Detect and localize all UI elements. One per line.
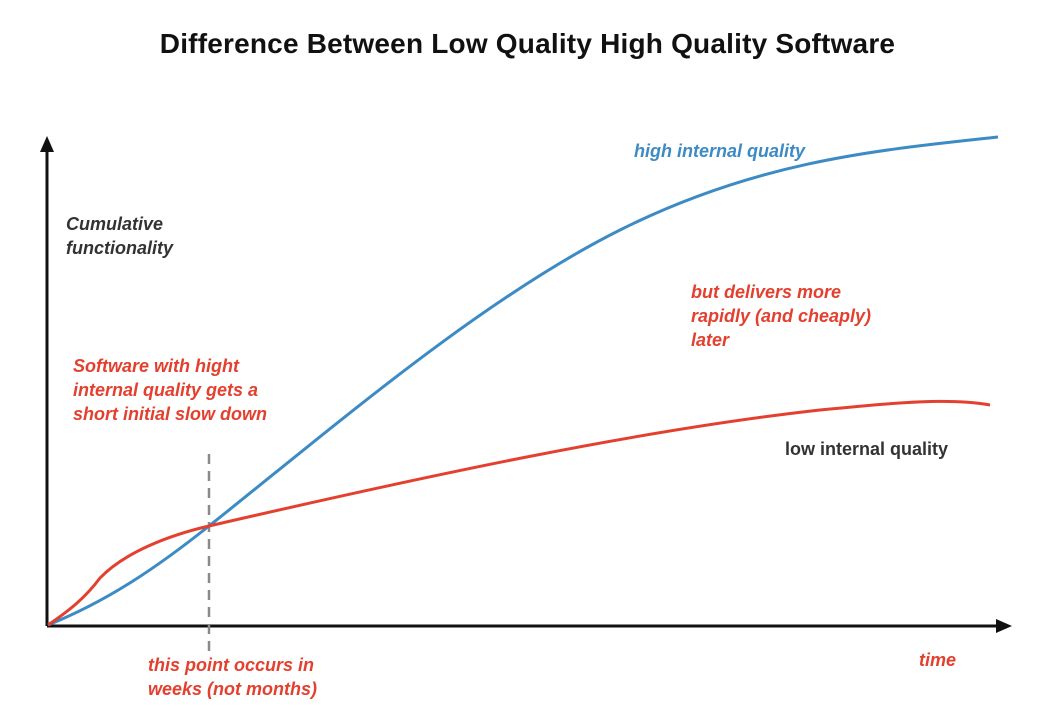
high-quality-curve <box>47 135 999 627</box>
delivers-annotation: but delivers more rapidly (and cheaply) … <box>691 282 876 350</box>
delivers-annotation-line: later <box>691 330 730 350</box>
y-axis-label-line: functionality <box>66 238 174 258</box>
slowdown-annotation-line: short initial slow down <box>73 404 267 424</box>
diagram-title: Difference Between Low Quality High Qual… <box>159 28 896 59</box>
x-axis-label: time <box>919 650 956 670</box>
y-axis-label: Cumulative functionality <box>66 214 174 258</box>
slowdown-annotation: Software with hight internal quality get… <box>73 356 267 424</box>
slowdown-annotation-line: Software with hight <box>73 356 240 376</box>
y-axis-arrowhead <box>40 136 54 152</box>
crossover-annotation-line: this point occurs in <box>148 655 314 675</box>
high-quality-label: high internal quality <box>634 141 806 161</box>
x-axis-arrowhead <box>996 619 1012 633</box>
low-quality-curve <box>47 399 991 627</box>
delivers-annotation-line: rapidly (and cheaply) <box>691 306 871 326</box>
crossover-annotation: this point occurs in weeks (not months) <box>148 655 319 699</box>
slowdown-annotation-line: internal quality gets a <box>73 380 258 400</box>
low-quality-label: low internal quality <box>785 439 948 459</box>
delivers-annotation-line: but delivers more <box>691 282 841 302</box>
crossover-annotation-line: weeks (not months) <box>148 679 317 699</box>
y-axis-label-line: Cumulative <box>66 214 163 234</box>
